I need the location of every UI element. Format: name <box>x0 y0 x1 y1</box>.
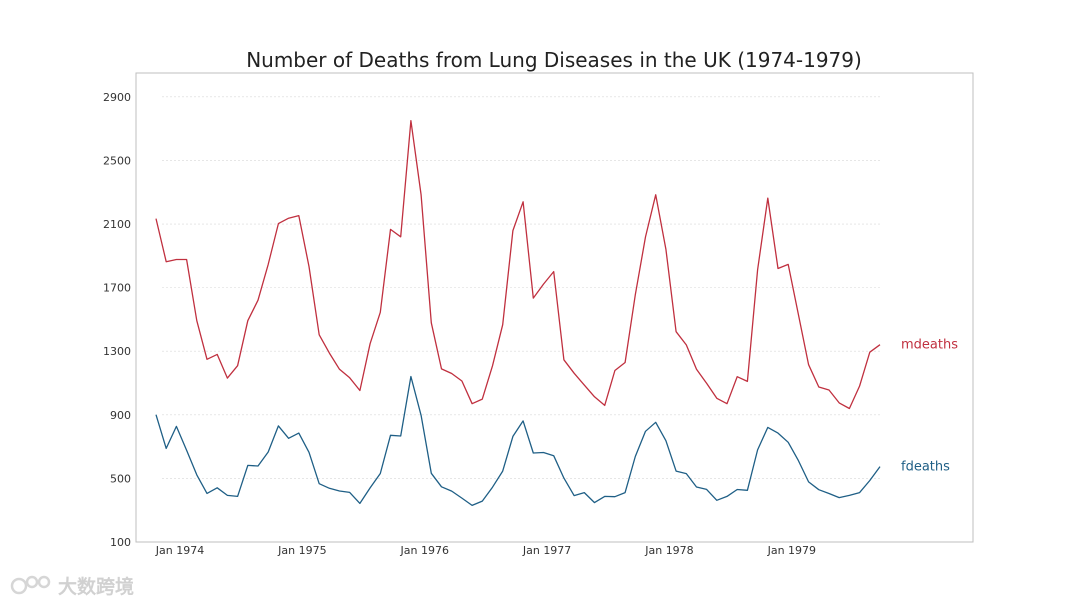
series-label-mdeaths: mdeaths <box>901 338 958 353</box>
series-line-fdeaths <box>155 375 881 507</box>
x-tick-label: Jan 1978 <box>644 544 693 557</box>
y-tick-label: 1300 <box>103 345 131 358</box>
y-tick-label: 2100 <box>103 218 131 231</box>
y-tick-label: 2500 <box>103 154 131 167</box>
y-tick-label: 500 <box>110 472 131 485</box>
series-line-mdeaths <box>155 120 881 410</box>
x-tick-label: Jan 1974 <box>155 544 204 557</box>
x-axis-ticks: Jan 1974 Jan 1975 Jan 1976 Jan 1977 Jan 1978… <box>155 544 816 557</box>
plot-frame <box>135 72 974 543</box>
y-tick-label: 900 <box>110 409 131 422</box>
x-tick-label: Jan 1977 <box>522 544 571 557</box>
x-tick-label: Jan 1975 <box>277 544 326 557</box>
y-tick-label: 2900 <box>103 91 131 104</box>
x-tick-label: Jan 1976 <box>400 544 449 557</box>
y-tick-label: 100 <box>110 536 131 549</box>
watermark-logo-icon <box>10 573 52 599</box>
grid-lines <box>162 96 880 479</box>
series-lines <box>155 120 881 507</box>
y-axis-ticks: 100 500 900 1300 1700 2100 2500 2900 <box>103 91 131 549</box>
y-tick-label: 1700 <box>103 282 131 295</box>
chart-title: Number of Deaths from Lung Diseases in t… <box>246 48 862 72</box>
series-label-fdeaths: fdeaths <box>901 460 950 475</box>
series-labels: mdeaths fdeaths <box>901 338 958 475</box>
x-tick-label: Jan 1979 <box>767 544 816 557</box>
watermark: 大数跨境 <box>10 572 134 599</box>
watermark-text: 大数跨境 <box>58 576 135 598</box>
